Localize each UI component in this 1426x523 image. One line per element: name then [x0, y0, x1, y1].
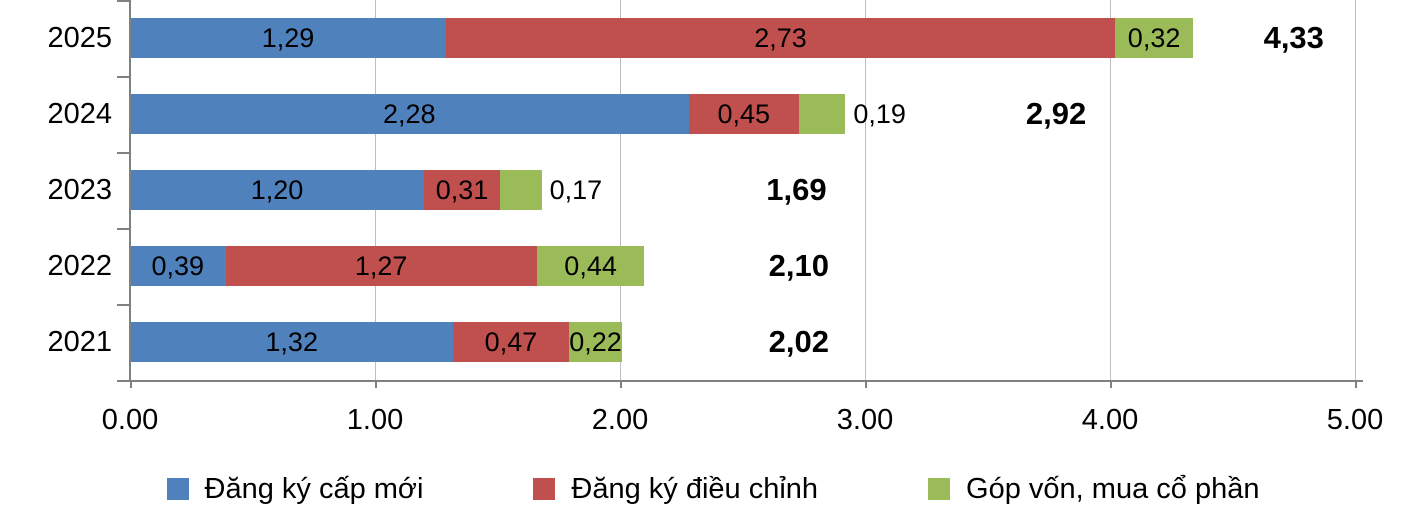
legend-item: Góp vốn, mua cổ phần [928, 473, 1259, 506]
y-axis-tick [117, 304, 130, 306]
x-axis-line [117, 380, 1363, 382]
legend-label: Góp vốn, mua cổ phần [966, 472, 1260, 505]
bar-segment-label: 0,31 [435, 174, 489, 205]
bar-segment-label: 1,32 [265, 326, 318, 357]
total-label: 2,92 [1025, 96, 1087, 131]
gridline [1355, 0, 1356, 380]
bar-segment [130, 94, 689, 134]
bar-segment [446, 18, 1115, 58]
y-axis-tick [117, 228, 130, 230]
category-label: 2024 [47, 97, 112, 130]
x-axis-tick [865, 380, 867, 388]
y-axis-tick [117, 76, 130, 78]
bar-segment-label: 2,28 [383, 98, 436, 129]
total-label: 1,69 [766, 172, 827, 207]
legend-item: Đăng ký điều chỉnh [533, 473, 818, 506]
y-axis-tick [117, 152, 130, 154]
legend-label: Đăng ký điều chỉnh [571, 472, 819, 505]
x-tick-label: 0.00 [101, 404, 159, 436]
gridline [620, 0, 621, 380]
x-tick-label: 3.00 [836, 404, 894, 436]
gridline [865, 0, 866, 380]
total-label: 2,10 [768, 248, 830, 283]
category-label: 2025 [47, 21, 112, 54]
x-tick-label: 5.00 [1326, 404, 1384, 436]
x-axis-tick [1110, 380, 1112, 388]
bar-segment [424, 170, 500, 210]
x-axis-tick [1355, 380, 1357, 388]
category-label: 2021 [47, 325, 112, 358]
bar-segment [130, 322, 454, 362]
x-axis-tick [130, 380, 132, 388]
bar-segment-label: 0,44 [564, 250, 617, 281]
bar-segment [1114, 18, 1194, 58]
bar-segment-label: 0,45 [717, 98, 770, 129]
x-axis-tick [620, 380, 622, 388]
bar-segment [536, 246, 645, 286]
bar-segment-label: 0,19 [853, 98, 906, 129]
bar-segment-label: 1,27 [354, 250, 408, 281]
chart-legend: Đăng ký cấp mới Đăng ký điều chỉnh Góp vốn… [0, 466, 1426, 512]
category-label: 2023 [47, 173, 112, 206]
bar-segment-label: 1,29 [261, 22, 315, 53]
gridline [1110, 0, 1111, 380]
x-tick-label: 2.00 [591, 404, 649, 436]
bar-segment-label: 0,22 [569, 326, 622, 357]
bar-segment-label: 0,32 [1127, 22, 1181, 53]
bar-segment-label: 0,47 [484, 326, 538, 357]
x-axis-tick [375, 380, 377, 388]
bar-segment [499, 170, 542, 210]
bar-segment [225, 246, 537, 286]
y-axis-tick [117, 380, 130, 382]
bar-segment-label: 0,17 [549, 174, 603, 205]
bar-segment [130, 18, 447, 58]
total-label: 2,02 [768, 324, 830, 359]
x-tick-label: 1.00 [346, 404, 404, 436]
legend-item: Đăng ký cấp mới [166, 472, 424, 506]
y-axis-line [129, 0, 131, 381]
legend-swatch [533, 478, 556, 500]
bar-segment [798, 94, 846, 134]
bar-segment-label: 2,73 [754, 22, 807, 53]
bar-segment-label: 1,20 [250, 174, 304, 205]
bar-segment [453, 322, 569, 362]
y-axis-tick [117, 0, 130, 2]
total-label: 4,33 [1263, 20, 1324, 55]
legend-swatch [166, 478, 189, 500]
legend-swatch [928, 478, 951, 500]
bar-segment [568, 322, 623, 362]
bar-segment [688, 94, 799, 134]
legend-label: Đăng ký cấp mới [204, 472, 424, 505]
bar-segment [130, 170, 424, 210]
bar-segment-label: 0,39 [151, 250, 205, 281]
x-tick-label: 4.00 [1081, 404, 1139, 436]
bar-segment [130, 246, 226, 286]
category-label: 2022 [47, 249, 112, 282]
